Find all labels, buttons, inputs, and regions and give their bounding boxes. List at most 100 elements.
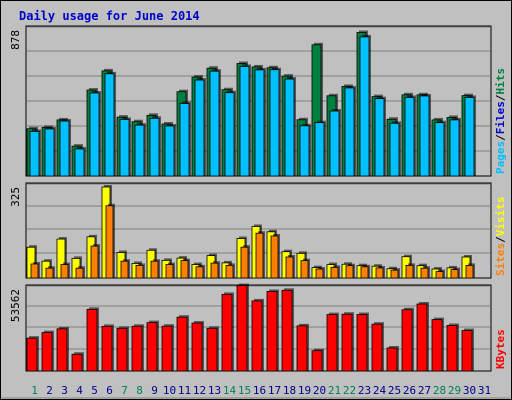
files-bar-day-6 — [104, 73, 115, 177]
files-bar-day-15 — [239, 66, 250, 177]
kbytes-bar-day-28 — [431, 319, 443, 372]
files-bar-day-27 — [419, 95, 430, 177]
x-tick-label-day-26: 26 — [403, 384, 416, 397]
legend-entry-pages: Pages — [494, 141, 507, 174]
x-tick-label-day-30: 30 — [463, 384, 476, 397]
files-bar-day-22 — [344, 87, 355, 177]
files-bar-day-8 — [134, 124, 145, 177]
x-tick-label-day-2: 2 — [46, 384, 53, 397]
files-bar-day-25 — [389, 122, 400, 177]
sites-bar-day-24 — [375, 267, 384, 279]
x-tick-label-day-1: 1 — [31, 384, 38, 397]
files-bar-day-13 — [209, 70, 220, 177]
kbytes-bar-day-26 — [401, 309, 413, 372]
sites-bar-day-15 — [240, 246, 249, 279]
files-bar-day-14 — [224, 92, 235, 177]
legend-entry-visits: Visits — [494, 197, 507, 237]
sites-bar-day-12 — [195, 266, 204, 279]
files-bar-day-7 — [119, 119, 130, 177]
x-tick-label-day-17: 17 — [268, 384, 281, 397]
x-tick-label-day-23: 23 — [358, 384, 371, 397]
sites-bar-day-17 — [270, 235, 279, 279]
sites-bar-day-11 — [180, 260, 189, 279]
files-bar-day-29 — [449, 119, 460, 177]
x-tick-label-day-24: 24 — [373, 384, 387, 397]
x-tick-label-day-11: 11 — [178, 384, 191, 397]
files-bar-day-20 — [314, 122, 325, 177]
kbytes-bar-day-15 — [236, 285, 248, 372]
files-bar-day-21 — [329, 110, 340, 177]
x-tick-label-day-21: 21 — [328, 384, 341, 397]
sites-bar-day-28 — [435, 271, 444, 279]
kbytes-bar-day-11 — [176, 316, 188, 372]
kbytes-bar-day-21 — [326, 314, 338, 372]
files-bar-day-2 — [44, 128, 55, 177]
sites-bar-day-29 — [450, 269, 459, 279]
kbytes-bar-day-18 — [281, 289, 293, 372]
sites-bar-day-6 — [105, 205, 114, 279]
sites-bar-day-19 — [300, 260, 309, 279]
sites-bar-day-16 — [255, 232, 264, 279]
legend-entry-kbytes: KBytes — [494, 329, 507, 369]
sites-bar-day-1 — [30, 263, 39, 279]
sites-bar-day-21 — [330, 266, 339, 279]
kbytes-bar-day-13 — [206, 327, 218, 372]
kbytes-bar-day-25 — [386, 347, 398, 372]
kbytes-bar-day-27 — [416, 303, 428, 372]
kbytes-bar-day-8 — [131, 325, 143, 372]
sites-bar-day-2 — [45, 267, 54, 279]
sites-bar-day-4 — [75, 267, 84, 279]
kbytes-bar-day-2 — [41, 332, 53, 372]
kbytes-bar-day-14 — [221, 293, 233, 372]
files-bar-day-9 — [149, 117, 160, 177]
files-bar-day-19 — [299, 125, 310, 177]
x-tick-label-day-16: 16 — [253, 384, 266, 397]
legend-entry-slash: / — [494, 94, 507, 101]
sites-bar-day-18 — [285, 256, 294, 279]
x-tick-label-day-20: 20 — [313, 384, 326, 397]
sites-bar-day-13 — [210, 262, 219, 279]
x-tick-label-day-9: 9 — [151, 384, 158, 397]
sites-bar-day-9 — [150, 260, 159, 279]
kbytes-bar-day-10 — [161, 325, 173, 372]
sites-bar-day-26 — [405, 264, 414, 279]
legend-entry-files: Files — [494, 101, 507, 134]
files-bar-day-5 — [89, 92, 100, 177]
panel-1-legend: Pages/Files/Hits — [494, 68, 507, 174]
sites-bar-day-5 — [90, 245, 99, 279]
files-bar-day-4 — [74, 148, 85, 177]
files-bar-day-18 — [284, 78, 295, 177]
x-tick-label-day-13: 13 — [208, 384, 221, 397]
x-tick-label-day-4: 4 — [76, 384, 83, 397]
x-tick-label-day-8: 8 — [136, 384, 143, 397]
sites-bar-day-22 — [345, 265, 354, 279]
kbytes-bar-day-4 — [71, 353, 83, 372]
kbytes-bar-day-1 — [26, 337, 38, 372]
kbytes-bar-day-20 — [311, 350, 323, 372]
x-tick-label-day-15: 15 — [238, 384, 251, 397]
panel-2-legend: Sites/Visits — [494, 197, 507, 277]
files-bar-day-10 — [164, 125, 175, 177]
kbytes-bar-day-22 — [341, 313, 353, 372]
sites-bar-day-30 — [465, 264, 474, 279]
x-tick-label-day-10: 10 — [163, 384, 176, 397]
kbytes-bar-day-23 — [356, 314, 368, 372]
sites-bar-day-7 — [120, 260, 129, 279]
x-tick-label-day-22: 22 — [343, 384, 356, 397]
files-bar-day-17 — [269, 69, 280, 177]
files-bar-day-3 — [59, 120, 70, 177]
sites-bar-day-10 — [165, 264, 174, 279]
panel-3-ytick-label: 53562 — [9, 289, 22, 322]
x-tick-label-day-19: 19 — [298, 384, 311, 397]
x-tick-label-day-28: 28 — [433, 384, 446, 397]
files-bar-day-23 — [359, 36, 370, 177]
kbytes-bar-day-6 — [101, 325, 113, 372]
kbytes-bar-day-29 — [446, 325, 458, 372]
panel-2-ytick-label: 325 — [9, 187, 22, 207]
x-tick-label-day-5: 5 — [91, 384, 98, 397]
kbytes-bar-day-7 — [116, 327, 128, 372]
legend-entry-slash: / — [494, 134, 507, 141]
kbytes-bar-day-24 — [371, 323, 383, 372]
